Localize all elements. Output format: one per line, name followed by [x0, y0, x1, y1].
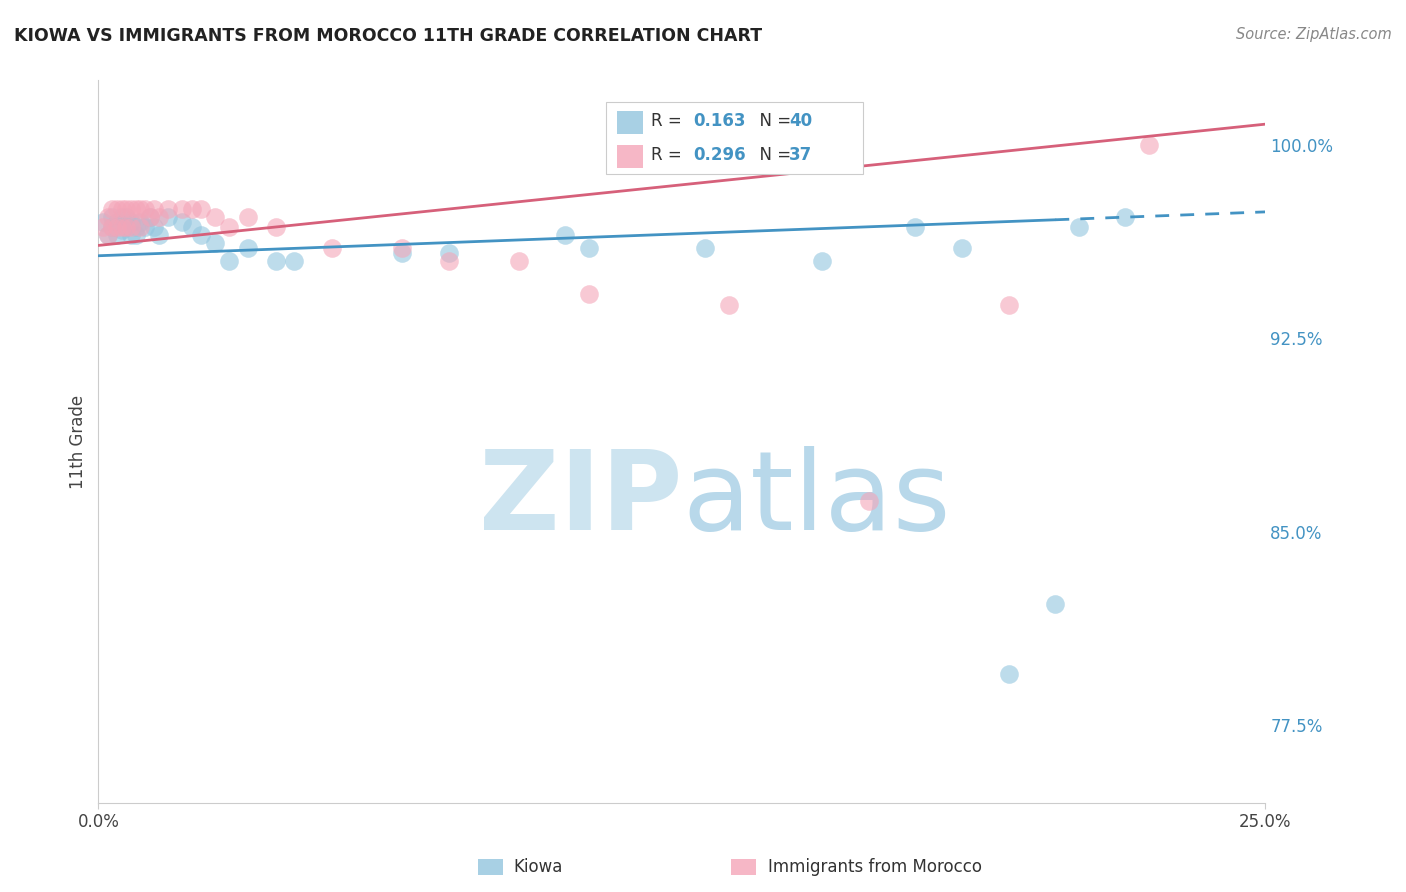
Point: [578, 287, 600, 301]
Text: Immigrants from Morocco: Immigrants from Morocco: [768, 858, 981, 876]
Point: [120, 202, 142, 217]
Point: [148, 210, 170, 224]
Point: [105, 202, 128, 217]
Text: N =: N =: [749, 146, 797, 164]
Point: [204, 210, 226, 224]
Point: [120, 228, 142, 243]
Point: [125, 220, 148, 235]
Point: [283, 254, 305, 268]
Point: [101, 220, 124, 235]
Point: [134, 220, 156, 235]
Point: [391, 241, 413, 255]
Point: [950, 241, 973, 255]
Text: Source: ZipAtlas.com: Source: ZipAtlas.com: [1236, 27, 1392, 42]
Point: [115, 220, 138, 235]
Text: Kiowa: Kiowa: [513, 858, 562, 876]
Point: [111, 210, 134, 224]
Point: [105, 220, 128, 235]
Point: [204, 235, 226, 250]
Point: [101, 210, 124, 224]
Text: N =: N =: [749, 112, 797, 129]
Point: [148, 228, 170, 243]
Point: [105, 215, 128, 229]
Point: [190, 228, 212, 243]
Point: [321, 241, 343, 255]
Point: [115, 210, 138, 224]
Point: [264, 220, 287, 235]
Point: [717, 298, 740, 312]
Text: R =: R =: [651, 112, 688, 129]
Point: [129, 220, 152, 235]
Point: [437, 246, 460, 260]
Point: [125, 228, 148, 243]
Text: 40: 40: [789, 112, 811, 129]
Point: [218, 254, 240, 268]
Point: [91, 220, 114, 235]
Point: [554, 228, 576, 243]
Point: [858, 494, 880, 508]
Point: [111, 202, 134, 217]
Point: [172, 202, 194, 217]
Point: [111, 220, 134, 235]
Point: [143, 220, 166, 235]
Point: [139, 210, 162, 224]
Point: [811, 254, 834, 268]
Point: [904, 220, 927, 235]
Text: 0.163: 0.163: [693, 112, 745, 129]
Point: [120, 215, 142, 229]
Point: [1045, 597, 1067, 611]
Point: [97, 228, 120, 243]
Point: [236, 210, 259, 224]
Point: [139, 210, 162, 224]
Point: [143, 202, 166, 217]
Y-axis label: 11th Grade: 11th Grade: [69, 394, 87, 489]
Point: [437, 254, 460, 268]
Point: [97, 228, 120, 243]
Point: [391, 246, 413, 260]
Point: [91, 215, 114, 229]
Point: [180, 202, 202, 217]
Point: [129, 202, 152, 217]
Point: [264, 254, 287, 268]
Point: [115, 220, 138, 235]
Point: [508, 254, 530, 268]
Point: [105, 228, 128, 243]
Point: [101, 202, 124, 217]
Text: ZIP: ZIP: [478, 446, 682, 553]
Point: [1067, 220, 1090, 235]
Text: 0.296: 0.296: [693, 146, 745, 164]
Point: [1137, 137, 1160, 152]
Point: [120, 220, 142, 235]
Point: [125, 202, 148, 217]
Point: [578, 241, 600, 255]
Point: [180, 220, 202, 235]
Point: [997, 666, 1019, 681]
Point: [190, 202, 212, 217]
Point: [172, 215, 194, 229]
Point: [134, 202, 156, 217]
Point: [97, 210, 120, 224]
Text: 37: 37: [789, 146, 813, 164]
Text: atlas: atlas: [682, 446, 950, 553]
Point: [157, 210, 180, 224]
Text: KIOWA VS IMMIGRANTS FROM MOROCCO 11TH GRADE CORRELATION CHART: KIOWA VS IMMIGRANTS FROM MOROCCO 11TH GR…: [14, 27, 762, 45]
Point: [111, 223, 134, 237]
Point: [1114, 210, 1136, 224]
Point: [101, 220, 124, 235]
Point: [115, 202, 138, 217]
Point: [129, 215, 152, 229]
Point: [157, 202, 180, 217]
Point: [236, 241, 259, 255]
Point: [695, 241, 717, 255]
Point: [218, 220, 240, 235]
Point: [997, 298, 1019, 312]
Text: R =: R =: [651, 146, 688, 164]
